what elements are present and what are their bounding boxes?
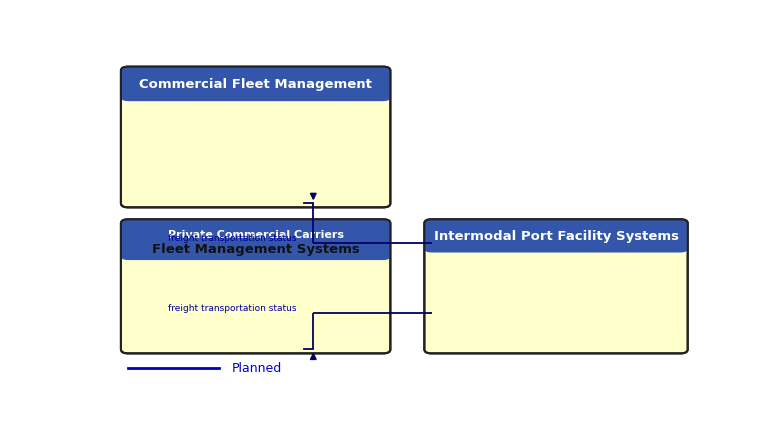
Bar <box>130 240 381 256</box>
Text: Intermodal Port Facility Systems: Intermodal Port Facility Systems <box>434 230 679 243</box>
Text: Commercial Fleet Management: Commercial Fleet Management <box>139 78 372 91</box>
FancyBboxPatch shape <box>424 220 687 353</box>
FancyBboxPatch shape <box>121 220 391 353</box>
Text: freight transportation status: freight transportation status <box>168 303 296 312</box>
FancyBboxPatch shape <box>424 220 687 253</box>
FancyBboxPatch shape <box>121 220 391 261</box>
Text: freight transportation status: freight transportation status <box>168 233 296 243</box>
Bar <box>130 85 381 98</box>
Text: Private Commercial Carriers: Private Commercial Carriers <box>168 229 344 239</box>
Text: Fleet Management Systems: Fleet Management Systems <box>152 243 359 256</box>
FancyBboxPatch shape <box>121 68 391 102</box>
Bar <box>434 237 679 249</box>
FancyBboxPatch shape <box>121 68 391 208</box>
Text: Planned: Planned <box>232 361 282 374</box>
